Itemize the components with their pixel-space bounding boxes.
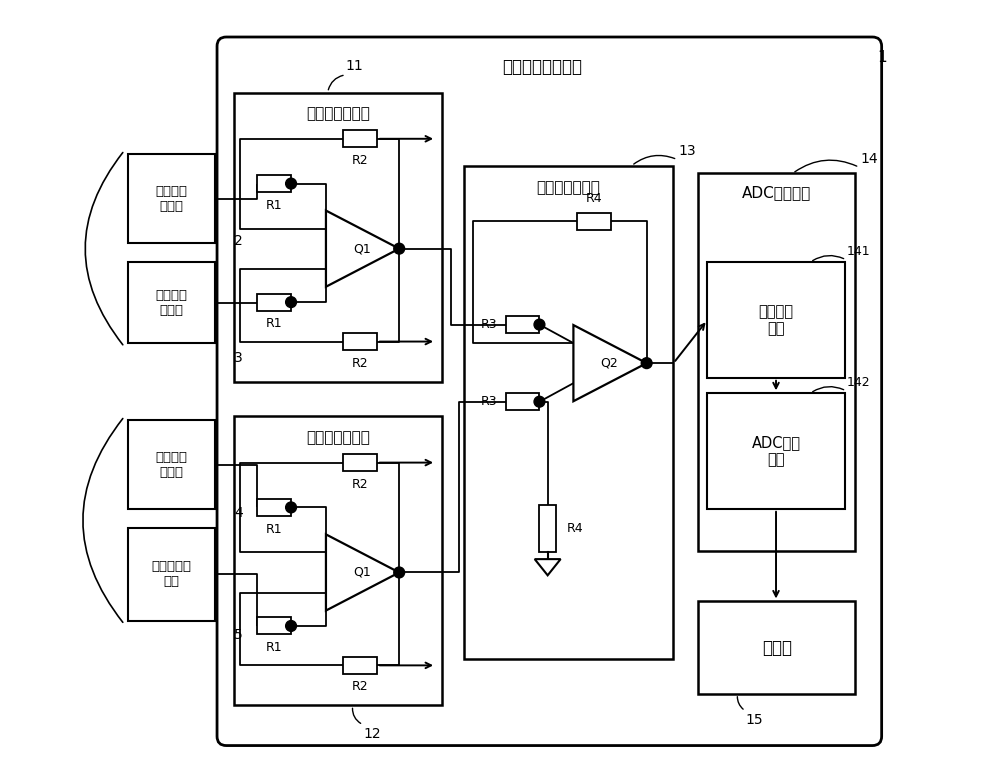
Circle shape — [394, 567, 405, 578]
FancyBboxPatch shape — [234, 93, 442, 382]
FancyBboxPatch shape — [128, 154, 215, 243]
FancyBboxPatch shape — [698, 173, 855, 551]
Text: R1: R1 — [266, 317, 282, 330]
Text: 第二生物
传感器: 第二生物 传感器 — [156, 288, 188, 317]
Text: 142: 142 — [847, 376, 871, 389]
Polygon shape — [326, 210, 399, 287]
Text: 温度漂移补偿装置: 温度漂移补偿装置 — [502, 58, 582, 76]
Text: 3: 3 — [234, 351, 243, 365]
Text: 15: 15 — [745, 713, 763, 727]
FancyBboxPatch shape — [217, 37, 882, 746]
Bar — [343, 130, 377, 147]
Text: 1: 1 — [878, 50, 887, 65]
FancyBboxPatch shape — [128, 528, 215, 621]
Text: R2: R2 — [352, 357, 368, 369]
FancyBboxPatch shape — [128, 262, 215, 343]
Text: 第一差分放大器: 第一差分放大器 — [306, 106, 370, 122]
Bar — [343, 657, 377, 674]
Circle shape — [286, 297, 296, 308]
Text: Q1: Q1 — [353, 566, 371, 579]
Circle shape — [286, 178, 296, 189]
Bar — [257, 499, 291, 516]
Bar — [343, 454, 377, 471]
Text: R1: R1 — [266, 523, 282, 536]
Bar — [257, 175, 291, 192]
Bar — [257, 294, 291, 311]
Bar — [506, 316, 539, 333]
Text: 单片机: 单片机 — [762, 638, 792, 657]
Circle shape — [534, 319, 545, 330]
Text: R3: R3 — [481, 396, 498, 408]
FancyBboxPatch shape — [128, 420, 215, 509]
Text: 第一生物
传感器: 第一生物 传感器 — [156, 184, 188, 213]
Bar — [539, 505, 556, 551]
Text: 4: 4 — [234, 506, 243, 520]
Text: 13: 13 — [679, 144, 696, 158]
FancyBboxPatch shape — [234, 416, 442, 705]
Text: 14: 14 — [861, 152, 878, 166]
Text: R2: R2 — [352, 681, 368, 693]
Text: R1: R1 — [266, 641, 282, 654]
FancyBboxPatch shape — [464, 166, 673, 659]
Polygon shape — [326, 534, 399, 611]
Text: R1: R1 — [266, 199, 282, 212]
FancyBboxPatch shape — [707, 393, 845, 509]
Text: 第四生物传
感器: 第四生物传 感器 — [152, 561, 192, 588]
Text: 11: 11 — [346, 59, 364, 73]
Polygon shape — [535, 559, 561, 575]
Bar — [506, 393, 539, 410]
Bar — [343, 333, 377, 350]
Text: Q1: Q1 — [353, 242, 371, 255]
Text: 5: 5 — [234, 628, 243, 642]
FancyBboxPatch shape — [707, 262, 845, 378]
Text: 第三差分放大器: 第三差分放大器 — [537, 180, 601, 195]
Text: R2: R2 — [352, 478, 368, 490]
Bar — [577, 213, 611, 230]
Text: R4: R4 — [585, 192, 602, 204]
FancyBboxPatch shape — [698, 601, 855, 694]
Circle shape — [394, 244, 405, 254]
Polygon shape — [573, 325, 647, 401]
Text: Q2: Q2 — [601, 357, 618, 369]
Text: ADC电路
芯片: ADC电路 芯片 — [752, 435, 801, 467]
Text: R2: R2 — [352, 154, 368, 167]
Text: R3: R3 — [481, 318, 498, 331]
Circle shape — [286, 621, 296, 631]
Text: R4: R4 — [567, 522, 584, 535]
Circle shape — [534, 396, 545, 407]
Text: 12: 12 — [363, 727, 381, 741]
Circle shape — [286, 502, 296, 513]
Text: ADC放大芯片: ADC放大芯片 — [742, 185, 811, 200]
Circle shape — [641, 358, 652, 369]
Text: 第三生物
传感器: 第三生物 传感器 — [156, 450, 188, 479]
Text: 放大电路
芯片: 放大电路 芯片 — [759, 304, 794, 336]
Bar — [257, 618, 291, 635]
Text: 第二差分放大器: 第二差分放大器 — [306, 430, 370, 446]
Text: 141: 141 — [847, 245, 871, 258]
Text: 2: 2 — [234, 234, 243, 248]
